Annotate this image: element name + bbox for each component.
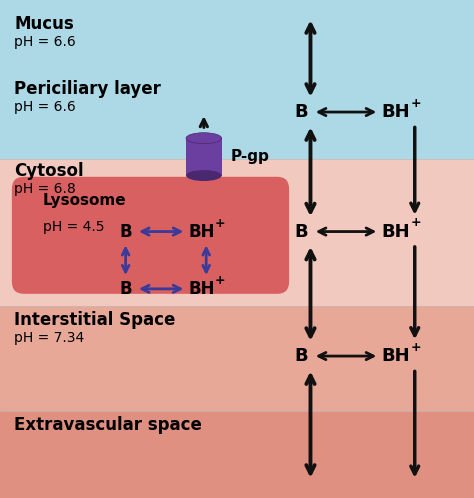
Text: Cytosol: Cytosol [14,162,84,180]
Text: BH: BH [382,103,410,121]
Text: pH = 6.8: pH = 6.8 [14,182,76,196]
Ellipse shape [186,132,221,143]
Text: B: B [119,223,132,241]
Text: BH: BH [188,280,215,298]
Text: +: + [410,97,421,110]
Bar [0,0,474,72]
Text: BH: BH [382,223,410,241]
Text: B: B [119,280,132,298]
Bar [0,411,474,498]
Text: +: + [215,217,226,230]
Bar [0,306,474,411]
Text: +: + [410,341,421,354]
Text: pH = 6.6: pH = 6.6 [14,35,76,49]
Text: +: + [410,216,421,229]
Text: Extravascular space: Extravascular space [14,416,202,434]
Text: B: B [294,103,308,121]
Text: Interstitial Space: Interstitial Space [14,311,175,329]
Text: pH = 4.5: pH = 4.5 [43,220,104,234]
Text: BH: BH [188,223,215,241]
Text: P-gp: P-gp [231,149,270,164]
Text: pH = 6.6: pH = 6.6 [14,100,76,114]
Text: +: + [215,274,226,287]
Text: BH: BH [382,347,410,365]
FancyBboxPatch shape [12,177,289,294]
Ellipse shape [186,170,221,181]
Bar [0,72,474,159]
Text: pH = 7.34: pH = 7.34 [14,331,84,345]
Text: Periciliary layer: Periciliary layer [14,80,161,98]
Text: Mucus: Mucus [14,15,74,33]
Text: B: B [294,223,308,241]
Text: Lysosome: Lysosome [43,193,126,208]
Bar [186,138,222,175]
Text: B: B [294,347,308,365]
Bar [0,159,474,306]
